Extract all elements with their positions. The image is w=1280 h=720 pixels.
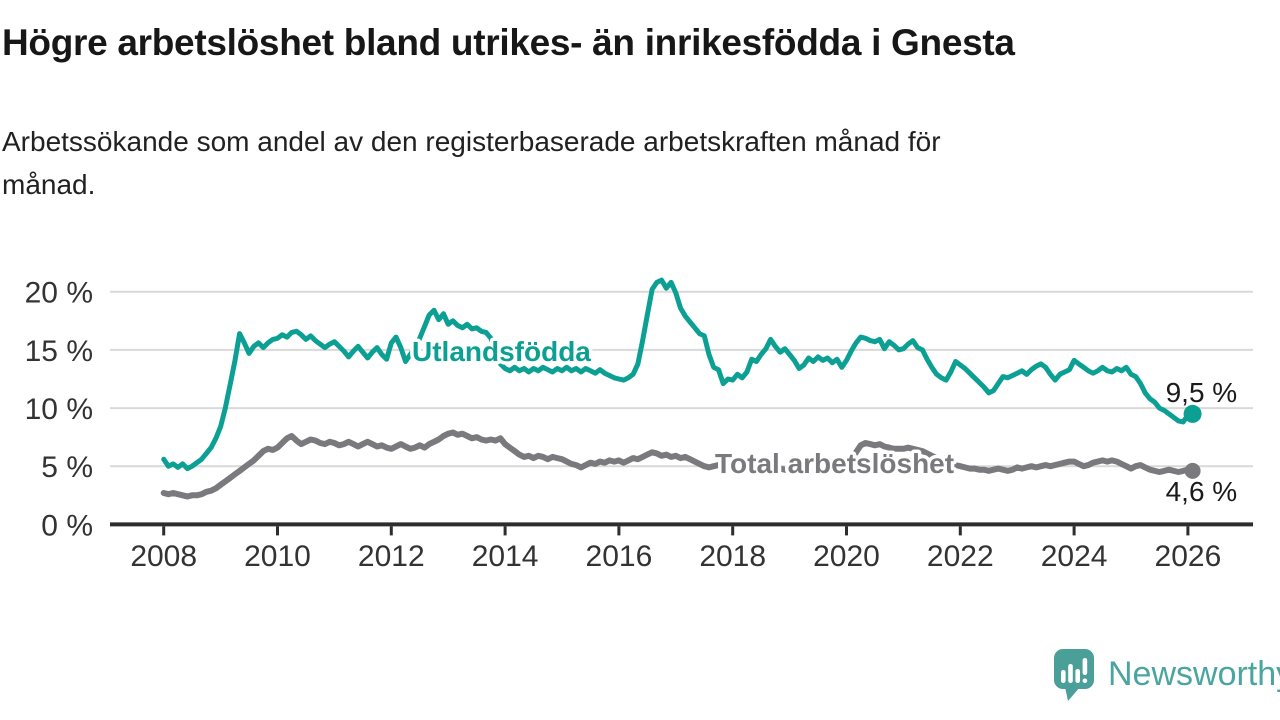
y-tick-label: 0 % (41, 509, 93, 542)
y-tick-label: 10 % (25, 393, 93, 426)
chart-subtitle: Arbetssökande som andel av den registerb… (2, 120, 941, 206)
newsworthy-logo-icon (1054, 649, 1094, 701)
utlandsfodda-line (161, 277, 1196, 472)
y-tick-label: 20 % (25, 277, 93, 310)
chart-title: Högre arbetslöshet bland utrikes- än inr… (2, 22, 1015, 63)
x-tick-label: 2008 (130, 540, 197, 573)
utlandsfodda-series-label: Utlandsfödda (412, 336, 591, 367)
x-tick-label: 2026 (1155, 540, 1222, 573)
x-tick-label: 2020 (813, 540, 880, 573)
x-tick-label: 2016 (586, 540, 653, 573)
y-tick-label: 5 % (41, 451, 93, 484)
y-tick-label: 15 % (25, 335, 93, 368)
x-tick-label: 2024 (1041, 540, 1108, 573)
x-tick-label: 2018 (699, 540, 766, 573)
chart-subtitle-line2: månad. (2, 169, 96, 200)
x-tick-label: 2022 (927, 540, 994, 573)
total-end-dot (1184, 462, 1201, 479)
utlandsfodda-end-value-label: 9,5 % (1166, 377, 1238, 408)
x-tick-label: 2014 (472, 540, 539, 573)
utlandsfodda-end-dot (1183, 404, 1202, 423)
total-series-label: Total arbetslöshet (715, 448, 954, 479)
x-tick-label: 2012 (358, 540, 425, 573)
total-line (160, 429, 1196, 500)
total-end-value-label: 4,6 % (1166, 476, 1238, 507)
newsworthy-wordmark: Newsworthy (1108, 654, 1280, 693)
x-tick-label: 2010 (244, 540, 311, 573)
newsworthy-logo: Newsworthy (1052, 646, 1280, 702)
chart-subtitle-line1: Arbetssökande som andel av den registerb… (2, 126, 941, 157)
